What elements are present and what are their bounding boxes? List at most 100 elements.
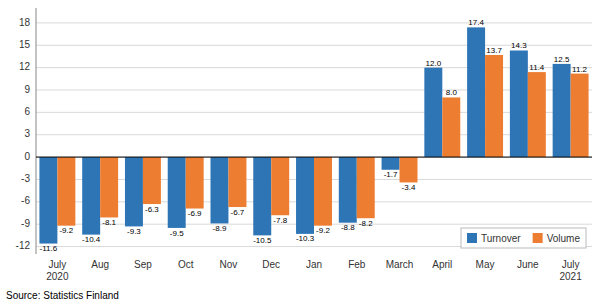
legend-swatch [533,233,543,243]
data-label: -3.4 [402,183,416,192]
bar [382,157,400,170]
data-label: -9.3 [127,227,141,236]
x-tick-label: Sep [134,259,152,270]
x-tick-label: April [432,259,452,270]
x-tick-line: Aug [91,259,109,270]
x-tick-label: Oct [178,259,194,270]
data-label: -9.2 [316,226,330,235]
bar [553,64,571,157]
data-label: -8.1 [102,218,116,227]
bar [442,97,460,157]
y-tick-label: 12 [19,61,31,72]
bar [400,157,418,182]
grid-line [36,90,592,91]
x-tick-label: March [386,259,414,270]
grid-line [36,67,592,68]
x-tick-line: Nov [220,259,238,270]
y-axis-line [36,8,37,254]
grid-line [36,112,592,113]
data-label: -8.2 [359,219,373,228]
data-label: 11.2 [572,65,588,74]
x-tick-line: July [48,259,66,270]
grid [36,23,592,247]
x-tick-label: July2020 [46,259,69,282]
bar [467,27,485,157]
bar [168,157,186,228]
y-tick-label: 18 [19,17,31,28]
data-label: -9.5 [170,229,184,238]
x-tick-line: 2021 [559,271,582,282]
bar [100,157,118,217]
data-label: -11.6 [40,244,58,253]
bar [186,157,204,208]
legend: Turnover Volume [461,228,586,248]
y-tick-label: -6 [21,195,30,206]
data-label: -10.5 [253,236,272,245]
bar [253,157,271,235]
y-tick-label: -9 [21,218,30,229]
x-axis: July2020AugSepOctNovDecJanFebMarchAprilM… [46,259,582,282]
y-tick-label: 3 [24,128,30,139]
x-tick-label: Nov [220,259,238,270]
grid-line [36,134,592,135]
x-tick-label: May [476,259,495,270]
x-tick-line: Sep [134,259,152,270]
data-label: -6.7 [231,208,245,217]
x-tick-label: Jan [306,259,322,270]
bar [314,157,332,226]
bar [424,68,442,157]
data-label: 11.4 [529,63,545,72]
data-label: 8.0 [446,88,458,97]
x-tick-label: Dec [262,259,280,270]
x-tick-line: June [517,259,539,270]
legend-swatch [467,233,477,243]
zero-line [36,157,592,158]
bar [39,157,57,243]
x-tick-line: May [476,259,495,270]
bar [143,157,161,204]
bar [125,157,143,226]
data-label: -8.9 [213,224,227,233]
x-tick-line: Jan [306,259,322,270]
y-tick-label: 6 [24,106,30,117]
y-tick-label: 9 [24,84,30,95]
x-tick-line: Dec [262,259,280,270]
data-label: 17.4 [468,18,484,27]
data-label: 12.5 [554,55,570,64]
y-tick-label: 0 [24,151,30,162]
x-tick-line: 2020 [46,271,69,282]
bar [210,157,228,223]
data-labels: -11.6-10.4-9.3-9.5-8.9-10.5-10.3-8.8-1.7… [40,18,588,253]
x-tick-line: April [432,259,452,270]
x-tick-line: Feb [348,259,366,270]
y-tick-label: -12 [16,240,31,251]
data-label: 12.0 [426,59,442,68]
data-label: 14.3 [511,41,527,50]
x-tick-line: July [562,259,580,270]
legend-label: Volume [547,233,581,244]
data-label: -9.2 [59,226,73,235]
data-label: -10.3 [296,234,315,243]
x-tick-label: Aug [91,259,109,270]
x-tick-label: June [517,259,539,270]
bar [82,157,100,235]
y-tick-label: -3 [21,173,30,184]
bar [528,72,546,157]
data-label: 13.7 [486,46,502,55]
x-tick-line: March [386,259,414,270]
legend-label: Turnover [481,233,521,244]
x-tick-label: July2021 [559,259,582,282]
data-label: -10.4 [82,235,101,244]
bar [357,157,375,218]
bar [271,157,289,215]
grid-line [36,45,592,46]
bar [57,157,75,226]
data-label: -6.3 [145,205,159,214]
x-tick-line: Oct [178,259,194,270]
y-tick-label: 15 [19,39,31,50]
x-tick-label: Feb [348,259,366,270]
bar [510,50,528,157]
grid-line [36,157,592,158]
data-label: -7.8 [273,216,287,225]
source-text: Source: Statistics Finland [6,290,119,301]
